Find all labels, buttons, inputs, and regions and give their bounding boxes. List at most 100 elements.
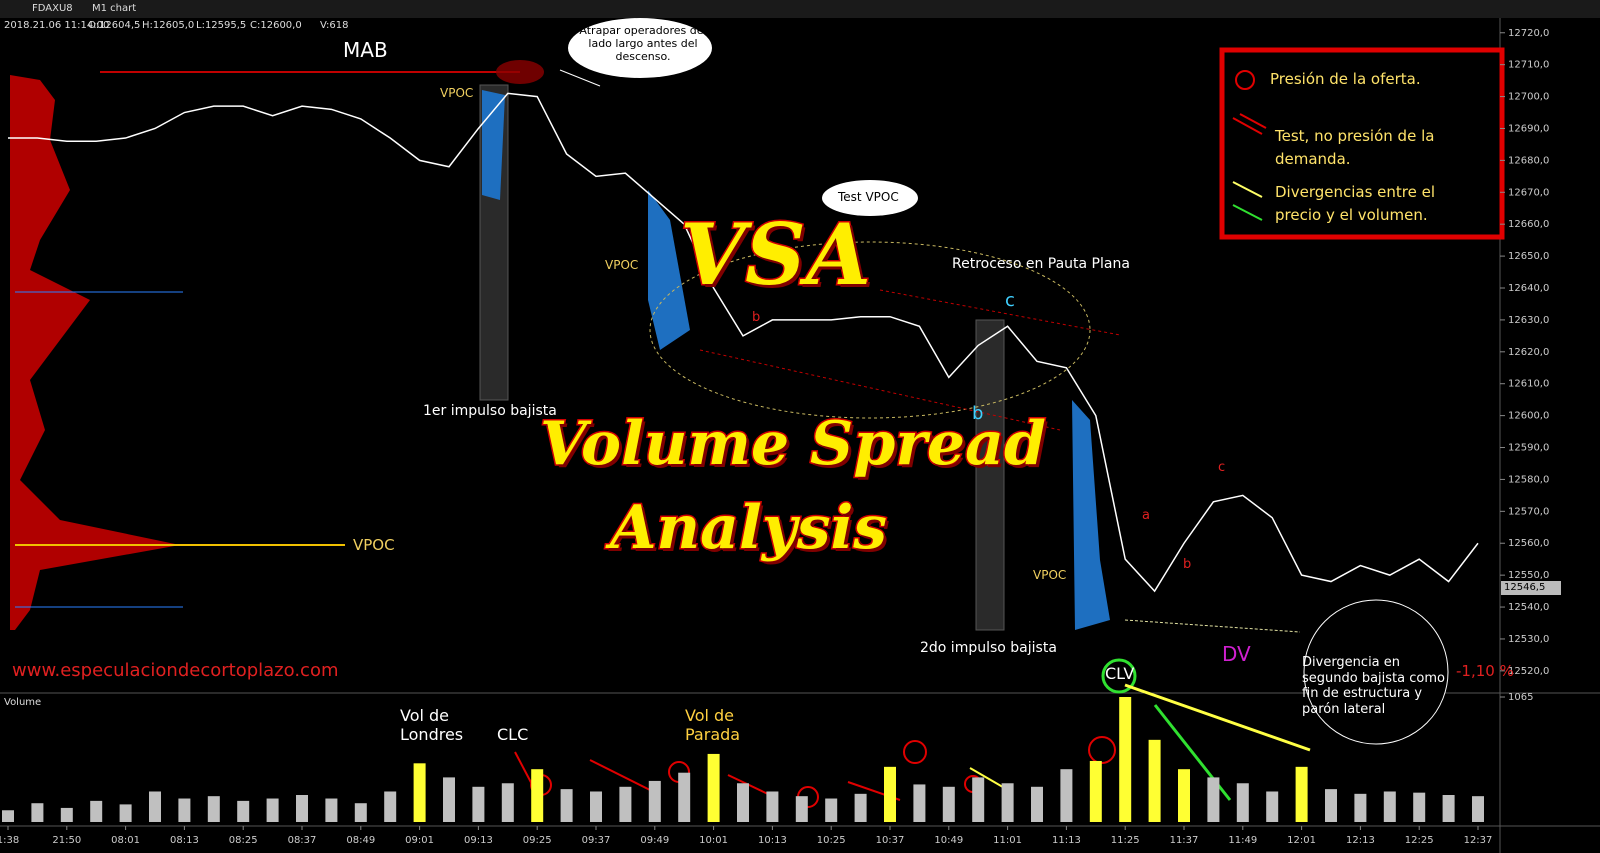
callout [568, 18, 712, 78]
volume-bar [560, 789, 573, 822]
volume-bar [1178, 769, 1190, 822]
x-tick-label: 08:25 [229, 835, 258, 846]
open: O:12604,5 [88, 20, 141, 31]
annotation: Retroceso en Pauta Plana [952, 256, 1130, 272]
volume-bar [149, 791, 161, 822]
annotation: -1,10 % [1456, 662, 1514, 680]
annotation: CLC [497, 725, 529, 744]
y-tick-label: 12530,0 [1508, 634, 1549, 645]
x-tick-label: 09:13 [464, 835, 493, 846]
y-tick-label: 12700,0 [1508, 92, 1549, 103]
high: H:12605,0 [142, 20, 195, 31]
y-tick-label: 12720,0 [1508, 28, 1549, 39]
volume-bar [207, 796, 220, 822]
volume-bar [1207, 777, 1220, 822]
y-tick-label: 12630,0 [1508, 315, 1549, 326]
x-tick-label: 09:37 [582, 835, 611, 846]
volume-bar [590, 791, 602, 822]
volume-bar [619, 786, 632, 822]
annotation: VPOC [605, 258, 639, 272]
annotation: Analysis [608, 492, 888, 565]
trend-line [879, 289, 1121, 336]
toolbar [0, 0, 1600, 18]
x-tick-label: 09:49 [640, 835, 669, 846]
x-tick-label: 12:13 [1346, 835, 1375, 846]
volume-bar [531, 769, 544, 822]
annotation: VPOC [440, 86, 474, 100]
x-tick-label: 08:01 [111, 835, 140, 846]
volume: V:618 [320, 20, 349, 31]
y-tick-label: 12640,0 [1508, 283, 1549, 294]
test-line [589, 759, 651, 791]
y-tick-label: 12690,0 [1508, 123, 1549, 134]
last-price: 12546,5 [1504, 582, 1546, 593]
volume-bar [972, 777, 985, 822]
clv-circle [1101, 658, 1137, 694]
y-tick-label: 12660,0 [1508, 219, 1549, 230]
x-tick-label: 09:25 [523, 835, 552, 846]
x-tick-label: 10:01 [699, 835, 728, 846]
legend-text: Test, no presión de la demanda. [1275, 127, 1435, 168]
x-tick-label: 1:38 [0, 835, 19, 846]
y-tick-label: 12590,0 [1508, 443, 1549, 454]
close: C:12600,0 [250, 20, 302, 31]
blue-profile [648, 190, 690, 350]
annotation: DV [1222, 642, 1251, 666]
x-tick-label: 11:49 [1228, 835, 1257, 846]
price-marker [1501, 581, 1561, 595]
annotation: a [1142, 508, 1150, 523]
volume-bar [1472, 796, 1484, 822]
volume-bar [913, 784, 926, 822]
legend-text: Presión de la oferta. [1270, 70, 1421, 88]
volume-bar [325, 798, 338, 822]
volume-bar [854, 793, 867, 822]
volume-bar [737, 783, 749, 822]
volume-bar [707, 753, 720, 822]
x-tick-label: 08:49 [346, 835, 375, 846]
x-tick-label: 10:13 [758, 835, 787, 846]
volume-bar [119, 804, 132, 822]
volume-bar [1413, 792, 1426, 822]
annotation: b [972, 403, 984, 424]
volume-bar [795, 796, 808, 822]
legend-text: Divergencias entre el precio y el volume… [1275, 183, 1436, 224]
volume-bar [472, 786, 485, 822]
panel-label: Volume [4, 697, 42, 708]
annotation: Atrapar operadores del lado largo antes … [579, 24, 707, 64]
annotation: CLV [1105, 664, 1135, 683]
annotation: 2do impulso bajista [920, 640, 1057, 656]
y-tick-label: 12520,0 [1508, 666, 1549, 677]
y-tick-label: 12540,0 [1508, 602, 1549, 613]
y-tick-label: 12580,0 [1508, 474, 1549, 485]
supply-circle [1088, 736, 1116, 764]
divergence-line [1124, 619, 1301, 633]
volume-bar [60, 807, 73, 822]
y-tick-label: 12680,0 [1508, 155, 1549, 166]
volume-profile [10, 75, 180, 630]
y-tick-label: 12610,0 [1508, 379, 1549, 390]
pattern-ellipse [649, 241, 1091, 419]
volume-bar [296, 795, 308, 822]
volume-bar [31, 803, 44, 822]
volume-bar [501, 783, 514, 822]
annotation: VPOC [353, 536, 395, 554]
annotation: Vol de Londres [400, 706, 464, 745]
legend-line [1232, 204, 1263, 221]
blue-profile [1072, 400, 1110, 630]
timeframe[interactable]: M1 chart [92, 3, 137, 14]
x-tick-label: 12:01 [1287, 835, 1316, 846]
annotation: c [1218, 460, 1226, 475]
annotation: b [752, 310, 761, 325]
price-line [8, 92, 1479, 593]
symbol[interactable]: FDAXU8 [32, 3, 73, 14]
callout [822, 180, 918, 216]
x-tick-label: 12:25 [1405, 835, 1434, 846]
x-tick-label: 08:37 [288, 835, 317, 846]
x-tick-label: 11:13 [1052, 835, 1081, 846]
volume-bar [266, 798, 279, 822]
volume-bar [825, 798, 838, 822]
volume-bar [237, 800, 250, 822]
legend-line [1232, 117, 1263, 135]
volume-bar [1148, 739, 1161, 822]
